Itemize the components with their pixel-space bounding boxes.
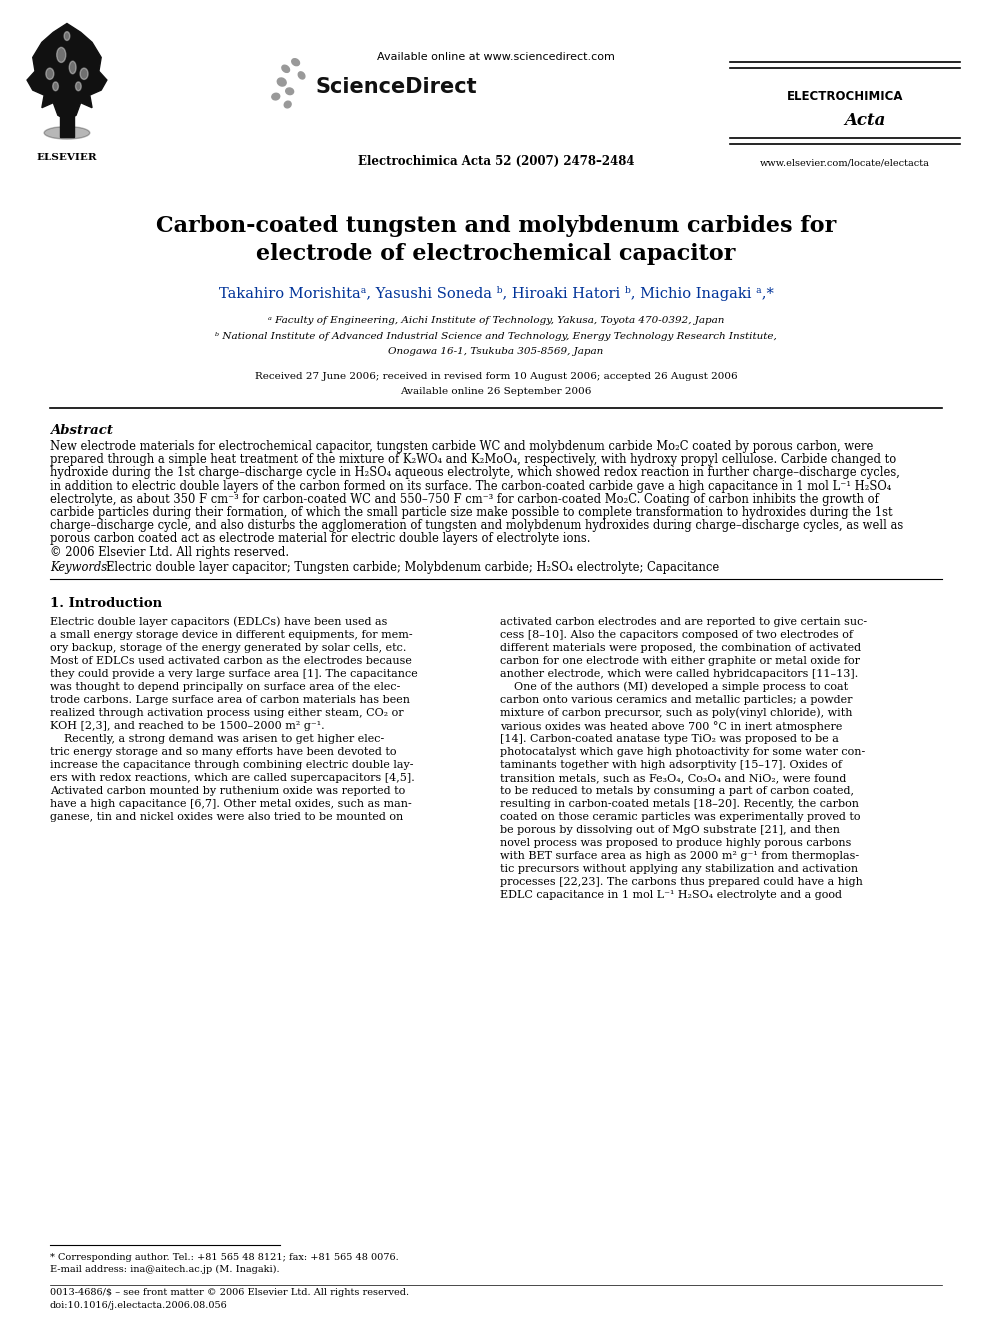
Text: they could provide a very large surface area [1]. The capacitance: they could provide a very large surface …	[50, 669, 418, 679]
Ellipse shape	[285, 101, 291, 108]
Text: coated on those ceramic particles was experimentally proved to: coated on those ceramic particles was ex…	[500, 812, 860, 822]
Text: cess [8–10]. Also the capacitors composed of two electrodes of: cess [8–10]. Also the capacitors compose…	[500, 630, 853, 640]
Polygon shape	[27, 24, 107, 120]
Text: realized through activation process using either steam, CO₂ or: realized through activation process usin…	[50, 708, 404, 718]
Text: www.elsevier.com/locate/electacta: www.elsevier.com/locate/electacta	[760, 157, 930, 167]
Text: increase the capacitance through combining electric double lay-: increase the capacitance through combini…	[50, 759, 414, 770]
Ellipse shape	[286, 87, 294, 95]
Text: trode carbons. Large surface area of carbon materials has been: trode carbons. Large surface area of car…	[50, 695, 410, 705]
Text: activated carbon electrodes and are reported to give certain suc-: activated carbon electrodes and are repo…	[500, 617, 867, 627]
Text: Electrochimica Acta 52 (2007) 2478–2484: Electrochimica Acta 52 (2007) 2478–2484	[358, 155, 634, 168]
Text: different materials were proposed, the combination of activated: different materials were proposed, the c…	[500, 643, 861, 652]
Ellipse shape	[57, 48, 65, 62]
Text: to be reduced to metals by consuming a part of carbon coated,: to be reduced to metals by consuming a p…	[500, 786, 854, 796]
Text: Recently, a strong demand was arisen to get higher elec-: Recently, a strong demand was arisen to …	[50, 734, 384, 744]
Ellipse shape	[272, 93, 280, 101]
Text: in addition to electric double layers of the carbon formed on its surface. The c: in addition to electric double layers of…	[50, 480, 891, 492]
Text: Acta: Acta	[844, 112, 886, 130]
Text: taminants together with high adsorptivity [15–17]. Oxides of: taminants together with high adsorptivit…	[500, 759, 842, 770]
Text: 1. Introduction: 1. Introduction	[50, 597, 162, 610]
Ellipse shape	[44, 127, 89, 139]
Text: was thought to depend principally on surface area of the elec-: was thought to depend principally on sur…	[50, 681, 401, 692]
Text: One of the authors (MI) developed a simple process to coat: One of the authors (MI) developed a simp…	[500, 681, 848, 692]
Text: processes [22,23]. The carbons thus prepared could have a high: processes [22,23]. The carbons thus prep…	[500, 877, 863, 886]
Text: electrolyte, as about 350 F cm⁻³ for carbon-coated WC and 550–750 F cm⁻³ for car: electrolyte, as about 350 F cm⁻³ for car…	[50, 492, 879, 505]
Text: tric energy storage and so many efforts have been devoted to: tric energy storage and so many efforts …	[50, 746, 397, 757]
Text: photocatalyst which gave high photoactivity for some water con-: photocatalyst which gave high photoactiv…	[500, 746, 865, 757]
Text: resulting in carbon-coated metals [18–20]. Recently, the carbon: resulting in carbon-coated metals [18–20…	[500, 799, 859, 808]
Text: ScienceDirect: ScienceDirect	[316, 77, 477, 98]
Text: [14]. Carbon-coated anatase type TiO₂ was proposed to be a: [14]. Carbon-coated anatase type TiO₂ wa…	[500, 734, 839, 744]
Text: ᵇ National Institute of Advanced Industrial Science and Technology, Energy Techn: ᵇ National Institute of Advanced Industr…	[215, 332, 777, 341]
Text: ELECTROCHIMICA: ELECTROCHIMICA	[787, 90, 904, 103]
Text: carbon onto various ceramics and metallic particles; a powder: carbon onto various ceramics and metalli…	[500, 695, 852, 705]
Text: Available online 26 September 2006: Available online 26 September 2006	[401, 388, 591, 396]
Text: Onogawa 16-1, Tsukuba 305-8569, Japan: Onogawa 16-1, Tsukuba 305-8569, Japan	[389, 347, 603, 356]
Text: tic precursors without applying any stabilization and activation: tic precursors without applying any stab…	[500, 864, 858, 873]
Text: New electrode materials for electrochemical capacitor, tungsten carbide WC and m: New electrode materials for electrochemi…	[50, 441, 873, 452]
Text: ory backup, storage of the energy generated by solar cells, etc.: ory backup, storage of the energy genera…	[50, 643, 407, 652]
Text: ers with redox reactions, which are called supercapacitors [4,5].: ers with redox reactions, which are call…	[50, 773, 415, 783]
Text: © 2006 Elsevier Ltd. All rights reserved.: © 2006 Elsevier Ltd. All rights reserved…	[50, 545, 289, 558]
Text: charge–discharge cycle, and also disturbs the agglomeration of tungsten and moly: charge–discharge cycle, and also disturb…	[50, 519, 904, 532]
Text: with BET surface area as high as 2000 m² g⁻¹ from thermoplas-: with BET surface area as high as 2000 m²…	[500, 851, 859, 861]
Ellipse shape	[278, 78, 286, 86]
Text: Received 27 June 2006; received in revised form 10 August 2006; accepted 26 Augu: Received 27 June 2006; received in revis…	[255, 372, 737, 381]
Text: Takahiro Morishitaᵃ, Yasushi Soneda ᵇ, Hiroaki Hatori ᵇ, Michio Inagaki ᵃ,*: Takahiro Morishitaᵃ, Yasushi Soneda ᵇ, H…	[218, 286, 774, 302]
Text: porous carbon coated act as electrode material for electric double layers of ele: porous carbon coated act as electrode ma…	[50, 532, 590, 545]
Text: prepared through a simple heat treatment of the mixture of K₂WO₄ and K₂MoO₄, res: prepared through a simple heat treatment…	[50, 454, 896, 466]
Text: a small energy storage device in different equipments, for mem-: a small energy storage device in differe…	[50, 630, 413, 640]
Ellipse shape	[80, 67, 88, 79]
Text: ᵃ Faculty of Engineering, Aichi Institute of Technology, Yakusa, Toyota 470-0392: ᵃ Faculty of Engineering, Aichi Institut…	[268, 316, 724, 325]
Text: Abstract: Abstract	[50, 423, 113, 437]
Text: Most of EDLCs used activated carbon as the electrodes because: Most of EDLCs used activated carbon as t…	[50, 656, 412, 665]
Text: another electrode, which were called hybridcapacitors [11–13].: another electrode, which were called hyb…	[500, 669, 858, 679]
Ellipse shape	[292, 58, 300, 66]
Ellipse shape	[46, 67, 54, 79]
Ellipse shape	[53, 82, 59, 91]
Ellipse shape	[69, 61, 76, 74]
Text: mixture of carbon precursor, such as poly(vinyl chloride), with: mixture of carbon precursor, such as pol…	[500, 708, 852, 718]
Text: Activated carbon mounted by ruthenium oxide was reported to: Activated carbon mounted by ruthenium ox…	[50, 786, 406, 796]
Text: ganese, tin and nickel oxides were also tried to be mounted on: ganese, tin and nickel oxides were also …	[50, 812, 404, 822]
Text: doi:10.1016/j.electacta.2006.08.056: doi:10.1016/j.electacta.2006.08.056	[50, 1301, 228, 1310]
Text: novel process was proposed to produce highly porous carbons: novel process was proposed to produce hi…	[500, 837, 851, 848]
Text: be porous by dissolving out of MgO substrate [21], and then: be porous by dissolving out of MgO subst…	[500, 824, 840, 835]
Text: various oxides was heated above 700 °C in inert atmosphere: various oxides was heated above 700 °C i…	[500, 721, 842, 732]
Text: carbon for one electrode with either graphite or metal oxide for: carbon for one electrode with either gra…	[500, 656, 860, 665]
Text: Keywords:: Keywords:	[50, 561, 111, 574]
Text: EDLC capacitance in 1 mol L⁻¹ H₂SO₄ electrolyte and a good: EDLC capacitance in 1 mol L⁻¹ H₂SO₄ elec…	[500, 890, 842, 900]
Bar	[61, 102, 73, 136]
Text: ELSEVIER: ELSEVIER	[37, 153, 97, 161]
Text: Electric double layer capacitor; Tungsten carbide; Molybdenum carbide; H₂SO₄ ele: Electric double layer capacitor; Tungste…	[106, 561, 719, 574]
Text: have a high capacitance [6,7]. Other metal oxides, such as man-: have a high capacitance [6,7]. Other met…	[50, 799, 412, 808]
Text: transition metals, such as Fe₃O₄, Co₃O₄ and NiO₂, were found: transition metals, such as Fe₃O₄, Co₃O₄ …	[500, 773, 846, 783]
Text: KOH [2,3], and reached to be 1500–2000 m² g⁻¹.: KOH [2,3], and reached to be 1500–2000 m…	[50, 721, 324, 730]
Text: Available online at www.sciencedirect.com: Available online at www.sciencedirect.co…	[377, 52, 615, 62]
Ellipse shape	[282, 65, 290, 73]
Ellipse shape	[64, 32, 69, 41]
Text: E-mail address: ina@aitech.ac.jp (M. Inagaki).: E-mail address: ina@aitech.ac.jp (M. Ina…	[50, 1265, 280, 1274]
Ellipse shape	[299, 71, 305, 79]
Text: 0013-4686/$ – see front matter © 2006 Elsevier Ltd. All rights reserved.: 0013-4686/$ – see front matter © 2006 El…	[50, 1289, 409, 1297]
Text: * Corresponding author. Tel.: +81 565 48 8121; fax: +81 565 48 0076.: * Corresponding author. Tel.: +81 565 48…	[50, 1253, 399, 1262]
Text: Electric double layer capacitors (EDLCs) have been used as: Electric double layer capacitors (EDLCs)…	[50, 617, 387, 627]
Text: hydroxide during the 1st charge–discharge cycle in H₂SO₄ aqueous electrolyte, wh: hydroxide during the 1st charge–discharg…	[50, 467, 900, 479]
Text: electrode of electrochemical capacitor: electrode of electrochemical capacitor	[256, 243, 736, 265]
Text: carbide particles during their formation, of which the small particle size make : carbide particles during their formation…	[50, 505, 893, 519]
Text: Carbon-coated tungsten and molybdenum carbides for: Carbon-coated tungsten and molybdenum ca…	[156, 216, 836, 237]
Ellipse shape	[75, 82, 81, 91]
